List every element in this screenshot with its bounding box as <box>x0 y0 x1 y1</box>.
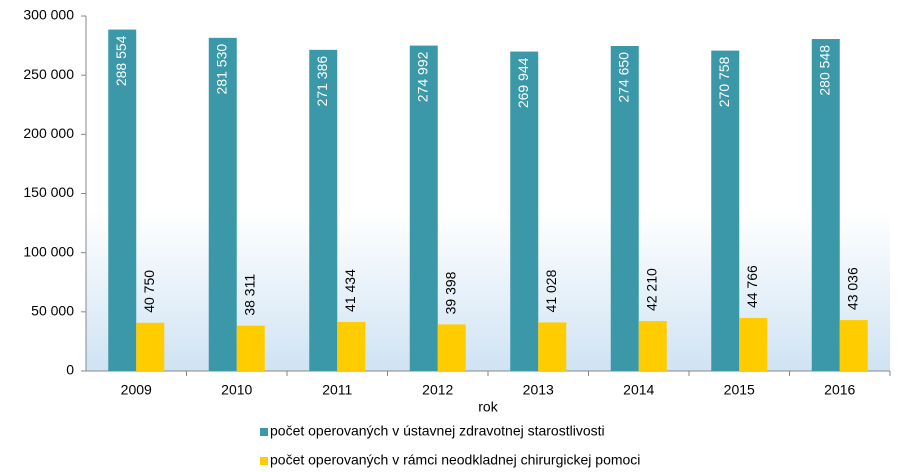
bar <box>208 37 237 371</box>
legend-swatch <box>260 428 268 436</box>
bar <box>811 39 840 372</box>
value-label: 41 028 <box>543 269 559 312</box>
x-tick-label: 2010 <box>221 382 252 398</box>
y-tick-label: 100 000 <box>23 243 74 259</box>
value-label: 274 650 <box>615 52 631 103</box>
bar <box>437 324 466 371</box>
bar <box>409 45 438 371</box>
y-tick-label: 150 000 <box>23 184 74 200</box>
value-label: 271 386 <box>314 56 330 107</box>
value-label: 274 992 <box>414 51 430 102</box>
x-tick-label: 2009 <box>121 382 152 398</box>
bar <box>309 49 338 372</box>
bar <box>839 320 868 371</box>
y-tick-label: 200 000 <box>23 125 74 141</box>
bar <box>236 325 265 371</box>
y-tick-label: 250 000 <box>23 66 74 82</box>
value-label: 41 434 <box>342 269 358 312</box>
value-label: 42 210 <box>643 268 659 311</box>
bar <box>610 45 639 372</box>
bar <box>638 321 667 371</box>
bar <box>108 29 137 371</box>
legend-swatch <box>260 457 268 465</box>
value-label: 270 758 <box>716 56 732 107</box>
bar <box>711 50 740 372</box>
value-label: 43 036 <box>844 267 860 310</box>
value-label: 288 554 <box>113 35 129 86</box>
y-tick-label: 300 000 <box>23 7 74 23</box>
legend-label: počet operovaných v rámci neodkladnej ch… <box>270 452 640 468</box>
value-label: 38 311 <box>241 274 257 316</box>
x-axis-label: rok <box>478 399 498 415</box>
value-label: 40 750 <box>141 270 157 313</box>
x-tick-label: 2016 <box>824 382 855 398</box>
legend-label: počet operovaných v ústavnej zdravotnej … <box>270 423 605 439</box>
bar <box>136 322 165 371</box>
bar <box>538 322 567 371</box>
x-tick-label: 2015 <box>724 382 755 398</box>
y-tick-label: 50 000 <box>31 303 74 319</box>
value-label: 44 766 <box>744 265 760 308</box>
bar <box>510 51 539 372</box>
value-label: 281 530 <box>213 44 229 95</box>
plot-background <box>86 16 890 371</box>
value-label: 269 944 <box>515 57 531 108</box>
x-tick-label: 2014 <box>623 382 654 398</box>
y-tick-label: 0 <box>66 362 74 378</box>
bar <box>739 318 768 371</box>
bar <box>337 321 366 371</box>
value-label: 280 548 <box>816 45 832 96</box>
x-tick-label: 2012 <box>422 382 453 398</box>
x-tick-label: 2013 <box>523 382 554 398</box>
value-label: 39 398 <box>442 271 458 314</box>
x-tick-label: 2011 <box>322 382 352 398</box>
